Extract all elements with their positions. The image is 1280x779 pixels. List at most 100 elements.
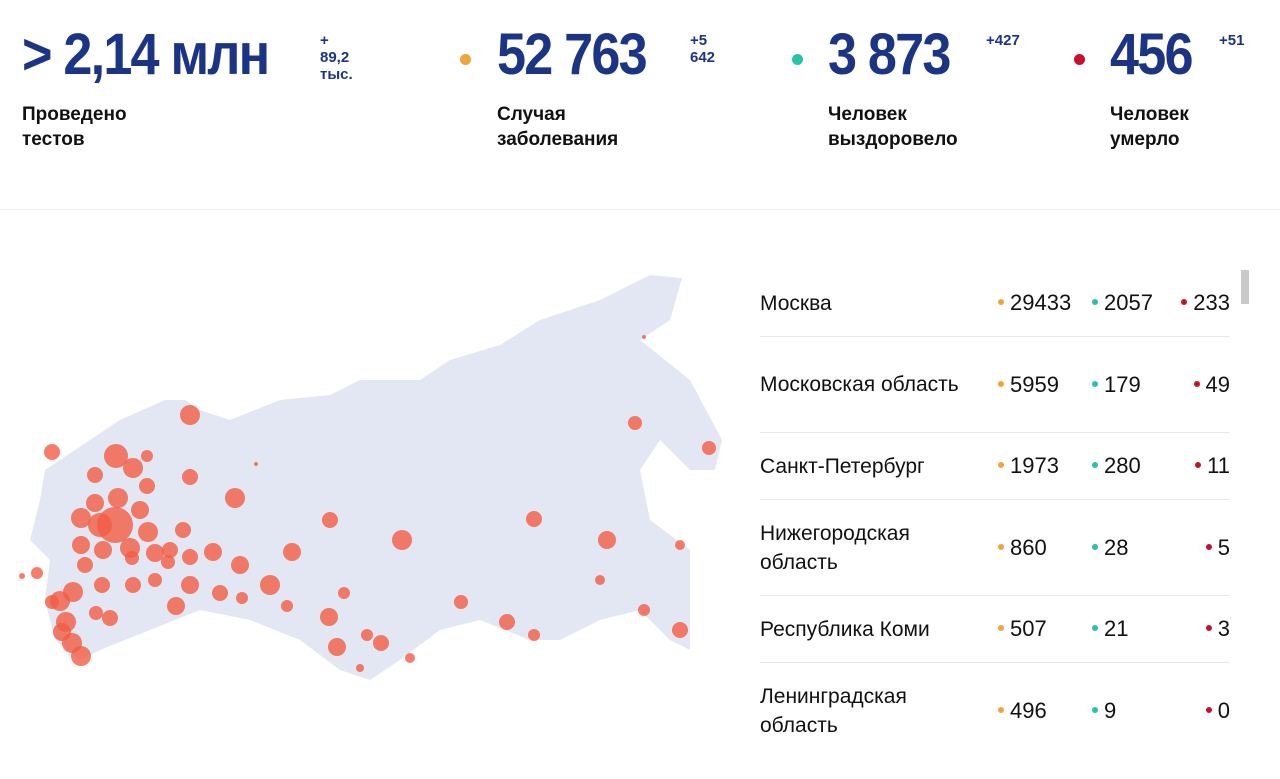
region-cases: 5959 <box>998 372 1059 398</box>
divider <box>0 209 1280 210</box>
region-bubble[interactable] <box>528 629 540 641</box>
region-bubble[interactable] <box>595 575 605 585</box>
region-bubble[interactable] <box>182 469 198 485</box>
region-bubble[interactable] <box>31 567 43 579</box>
region-bubble[interactable] <box>499 614 515 630</box>
region-bubble[interactable] <box>373 635 389 651</box>
region-bubble[interactable] <box>72 536 90 554</box>
region-bubble[interactable] <box>123 458 143 478</box>
region-bubble[interactable] <box>204 543 222 561</box>
region-name: Нижегородская область <box>760 521 910 574</box>
deaths-label: Человек умерло <box>1110 104 1189 150</box>
region-bubble[interactable] <box>44 444 60 460</box>
region-bubble[interactable] <box>161 555 175 569</box>
region-bubble[interactable] <box>77 557 93 573</box>
region-cases: 29433 <box>998 290 1071 316</box>
region-bubble[interactable] <box>702 441 716 455</box>
region-name: Москва <box>760 291 832 315</box>
region-bubble[interactable] <box>125 551 139 565</box>
region-name: Санкт-Петербург <box>760 454 925 478</box>
stat-recovered: 3 873 +427 Человек выздоровело <box>792 22 1020 150</box>
region-recovered: 280 <box>1092 453 1141 479</box>
region-cases: 496 <box>998 698 1047 724</box>
region-name: Московская область <box>760 373 959 396</box>
region-bubble[interactable] <box>598 531 616 549</box>
region-bubble[interactable] <box>181 576 199 594</box>
cases-label: Случая заболевания <box>497 104 619 150</box>
region-recovered: 179 <box>1092 372 1141 398</box>
region-bubble[interactable] <box>131 501 149 519</box>
regions-table[interactable]: Москва 29433 2057 233 Московская область… <box>760 270 1230 758</box>
tests-label: Проведено тестов <box>22 104 127 150</box>
region-bubble[interactable] <box>86 494 104 512</box>
region-bubble[interactable] <box>281 600 293 612</box>
region-deaths: 49 <box>1193 372 1230 398</box>
region-bubble[interactable] <box>356 664 364 672</box>
region-bubble[interactable] <box>454 595 468 609</box>
region-bubble[interactable] <box>254 462 258 466</box>
region-bubble[interactable] <box>642 335 646 339</box>
region-bubble[interactable] <box>526 511 542 527</box>
region-deaths: 5 <box>1205 535 1230 561</box>
region-row[interactable]: Москва 29433 2057 233 <box>760 270 1230 337</box>
region-bubble[interactable] <box>260 575 280 595</box>
region-bubble[interactable] <box>94 577 110 593</box>
russia-map[interactable] <box>0 260 730 700</box>
region-bubble[interactable] <box>45 595 59 609</box>
region-bubble[interactable] <box>328 638 346 656</box>
region-bubble[interactable] <box>138 522 158 542</box>
region-bubble[interactable] <box>675 540 685 550</box>
scrollbar[interactable] <box>1241 270 1249 304</box>
region-row[interactable]: Московская область 5959 179 49 <box>760 337 1230 433</box>
region-recovered: 21 <box>1092 616 1128 642</box>
region-row[interactable]: Республика Коми 507 21 3 <box>760 596 1230 663</box>
region-recovered: 2057 <box>1092 290 1153 316</box>
region-bubble[interactable] <box>88 513 112 537</box>
region-bubble[interactable] <box>405 653 415 663</box>
region-bubble[interactable] <box>125 577 141 593</box>
region-bubble[interactable] <box>338 587 350 599</box>
region-bubble[interactable] <box>102 610 118 626</box>
region-bubble[interactable] <box>231 556 249 574</box>
region-bubble[interactable] <box>71 646 91 666</box>
region-bubble[interactable] <box>212 585 228 601</box>
region-bubble[interactable] <box>322 512 338 528</box>
region-row[interactable]: Ленинградская область 496 9 0 <box>760 663 1230 758</box>
region-bubble[interactable] <box>180 405 200 425</box>
region-bubble[interactable] <box>320 608 338 626</box>
region-bubble[interactable] <box>108 488 128 508</box>
region-bubble[interactable] <box>392 530 412 550</box>
region-bubble[interactable] <box>167 597 185 615</box>
region-bubble[interactable] <box>162 542 178 558</box>
region-bubble[interactable] <box>139 478 155 494</box>
region-bubble[interactable] <box>104 444 128 468</box>
region-bubble[interactable] <box>71 508 91 528</box>
region-bubble[interactable] <box>225 488 245 508</box>
region-bubble[interactable] <box>672 622 688 638</box>
recovered-dot-icon <box>792 54 803 65</box>
region-bubble[interactable] <box>89 606 103 620</box>
region-row[interactable]: Нижегородская область 860 28 5 <box>760 500 1230 596</box>
region-bubble[interactable] <box>638 604 650 616</box>
region-deaths: 11 <box>1195 453 1230 479</box>
region-bubble[interactable] <box>361 629 373 641</box>
region-cases: 860 <box>998 535 1047 561</box>
region-bubble[interactable] <box>175 522 191 538</box>
region-bubble[interactable] <box>283 543 301 561</box>
region-bubble[interactable] <box>141 450 153 462</box>
region-row[interactable]: Санкт-Петербург 1973 280 11 <box>760 433 1230 500</box>
region-bubble[interactable] <box>148 573 162 587</box>
deaths-delta: +51 <box>1219 32 1245 49</box>
region-name: Республика Коми <box>760 617 930 641</box>
region-recovered: 9 <box>1092 698 1116 724</box>
cases-value: 52 763 <box>497 22 648 87</box>
region-bubble[interactable] <box>628 416 642 430</box>
region-bubble[interactable] <box>19 573 25 579</box>
region-bubble[interactable] <box>146 544 164 562</box>
cases-dot-icon <box>460 54 471 65</box>
region-bubble[interactable] <box>87 467 103 483</box>
region-bubble[interactable] <box>94 541 112 559</box>
region-bubble[interactable] <box>236 592 248 604</box>
region-bubble[interactable] <box>182 549 198 565</box>
cases-delta: +5 642 <box>690 32 716 66</box>
